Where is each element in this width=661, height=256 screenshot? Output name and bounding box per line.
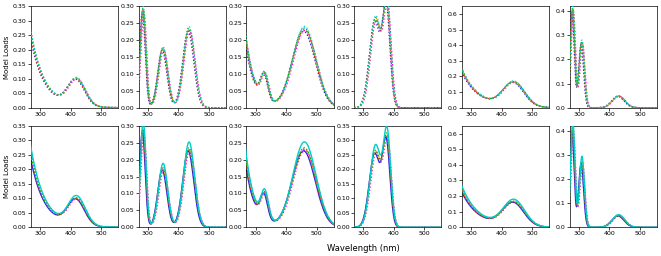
Y-axis label: Model Loads: Model Loads [4,155,10,198]
Text: Wavelength (nm): Wavelength (nm) [327,244,400,253]
Y-axis label: Model Loads: Model Loads [4,35,10,79]
